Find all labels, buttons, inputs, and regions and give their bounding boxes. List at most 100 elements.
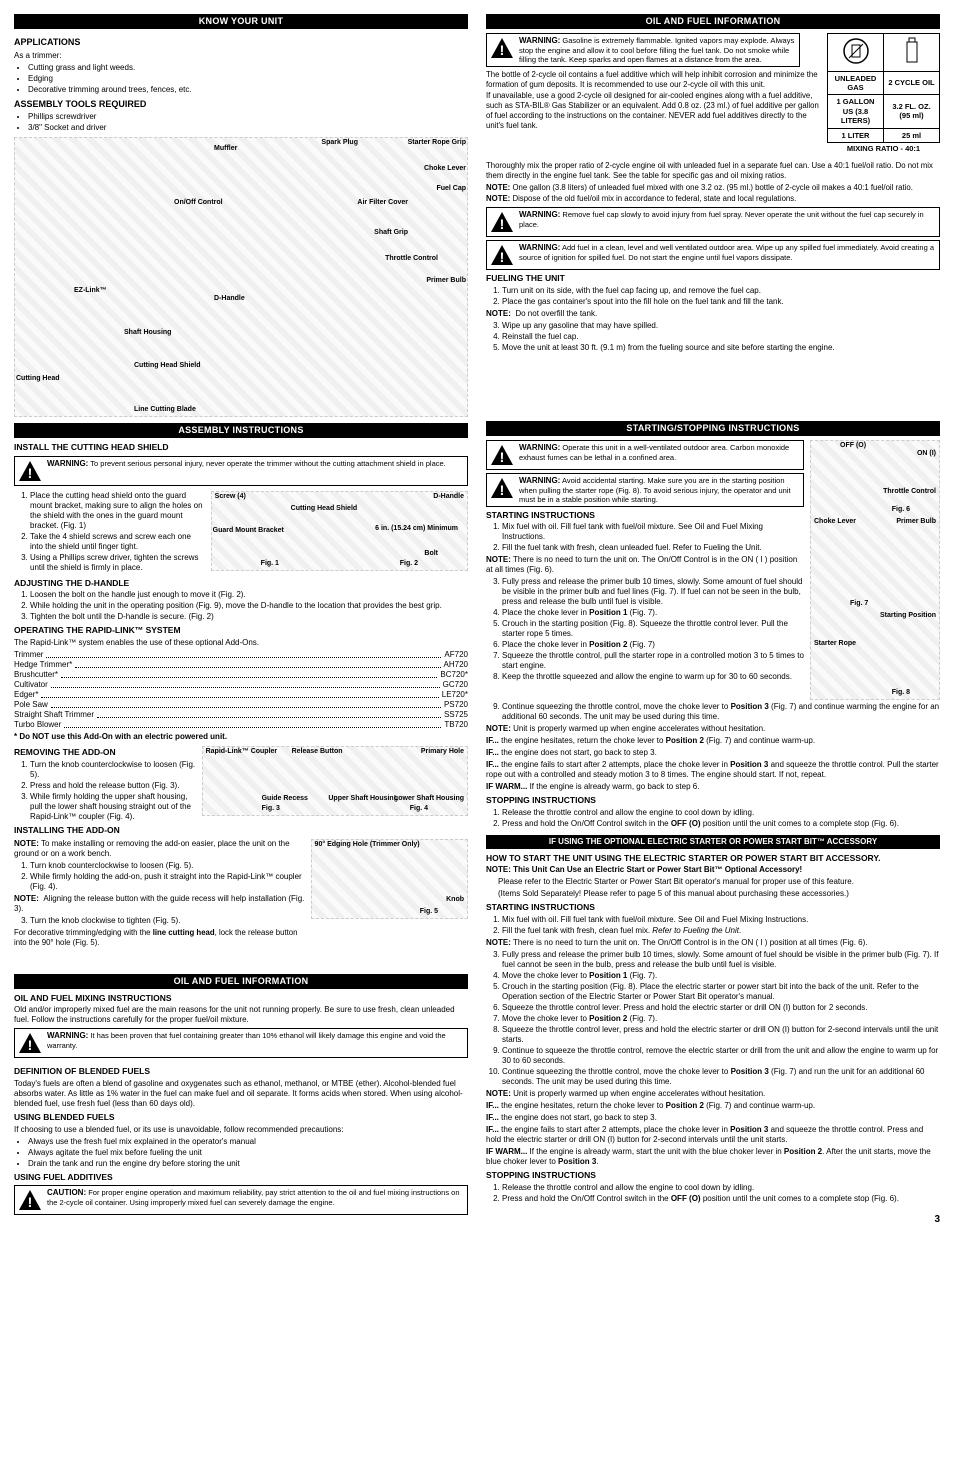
warning-area: ! WARNING: Add fuel in a clean, level an…: [486, 240, 940, 270]
svg-text:!: !: [28, 465, 33, 481]
fueling-steps: Turn unit on its side, with the fuel cap…: [486, 286, 940, 307]
mix-heading: OIL AND FUEL MIXING INSTRUCTIONS: [14, 993, 468, 1004]
bar-know-your-unit: KNOW YOUR UNIT: [14, 14, 468, 29]
list-item: Continue to squeeze the throttle control…: [502, 1046, 940, 1066]
start-note2: NOTE: Unit is properly warmed up when en…: [486, 724, 940, 734]
list-item: Press and hold the On/Off Control switch…: [502, 819, 940, 829]
if2-1: IF... the engine hesitates, return the c…: [486, 1101, 940, 1111]
label-coupler: Rapid-Link™ Coupler: [206, 748, 278, 757]
howto-note-p2: (Items Sold Separately! Please refer to …: [486, 889, 940, 899]
warning-icon: !: [489, 210, 515, 234]
list-item: 3/8" Socket and driver: [28, 123, 223, 133]
warning-vent: ! WARNING: Operate this unit in a well-v…: [486, 440, 804, 470]
label-bolt: Bolt: [424, 550, 438, 559]
label-shaft-grip: Shaft Grip: [374, 229, 408, 238]
list-item: Fully press and release the primer bulb …: [502, 950, 940, 970]
oilfuel-note1: NOTE: One gallon (3.8 liters) of unleade…: [486, 183, 940, 193]
list-item: Wipe up any gasoline that may have spill…: [502, 321, 940, 331]
label-min: 6 in. (15.24 cm) Minimum: [375, 525, 458, 534]
page: KNOW YOUR UNIT APPLICATIONS As a trimmer…: [14, 8, 940, 1226]
install-heading: INSTALLING THE ADD-ON: [14, 825, 196, 836]
svg-text:!: !: [500, 449, 505, 465]
warning-text: WARNING: Remove fuel cap slowly to avoid…: [519, 210, 937, 229]
label-chs: Cutting Head Shield: [291, 505, 358, 514]
remove-heading: REMOVING THE ADD-ON: [14, 747, 196, 758]
addon-table: TrimmerAF720 Hedge Trimmer*AH720 Brushcu…: [14, 650, 468, 730]
gas-icon-cell: [828, 34, 884, 71]
table-cell: 3.2 FL. OZ. (95 ml): [884, 95, 940, 128]
label-dhandle2: D-Handle: [433, 493, 464, 502]
subbar-electric: IF USING THE OPTIONAL ELECTRIC STARTER O…: [486, 835, 940, 849]
mix-para: Old and/or improperly mixed fuel are the…: [14, 1005, 468, 1025]
table-cell: 25 ml: [884, 128, 940, 142]
list-item: Place the choke lever in Position 1 (Fig…: [502, 608, 804, 618]
list-item: Fully press and release the primer bulb …: [502, 577, 804, 607]
label-primary: Primary Hole: [421, 748, 464, 757]
svg-text:!: !: [500, 216, 505, 232]
ifwarm: IF WARM... If the engine is already warm…: [486, 782, 940, 792]
list-item: Place the gas container's spout into the…: [502, 297, 940, 307]
adjust-steps: Loosen the bolt on the handle just enoug…: [14, 590, 468, 622]
label-rope: Starter Rope: [814, 640, 856, 649]
fig1-fig2: Screw (4) Cutting Head Shield Guard Moun…: [211, 491, 468, 571]
list-item: Turn unit on its side, with the fuel cap…: [502, 286, 940, 296]
left-column: KNOW YOUR UNIT APPLICATIONS As a trimmer…: [14, 8, 468, 1226]
howto-note-p1: Please refer to the Electric Starter or …: [486, 877, 940, 887]
howto-note-h: NOTE: This Unit Can Use an Electric Star…: [486, 865, 940, 875]
list-item: While firmly holding the add-on, push it…: [30, 872, 305, 892]
list-item: Squeeze the throttle control lever, pres…: [502, 1025, 940, 1045]
caution-box: ! CAUTION: For proper engine operation a…: [14, 1185, 468, 1215]
warning-text: WARNING: Add fuel in a clean, level and …: [519, 243, 937, 262]
tools-list: Phillips screwdriver 3/8" Socket and dri…: [14, 112, 223, 133]
install-steps: Turn knob counterclockwise to loosen (Fi…: [14, 861, 305, 892]
label-spark-plug: Spark Plug: [321, 139, 358, 148]
warning-text: WARNING: Operate this unit in a well-ven…: [519, 443, 801, 462]
label-release: Release Button: [292, 748, 343, 757]
install-align: NOTE: Aligning the release button with t…: [14, 894, 305, 914]
list-item: Release the throttle control and allow t…: [502, 1183, 940, 1193]
start-note1: NOTE: There is no need to turn the unit …: [486, 555, 804, 575]
oil-icon-cell: [884, 34, 940, 71]
label-fig3: Fig. 3: [262, 805, 280, 814]
list-item: Move the choke lever to Position 1 (Fig.…: [502, 971, 940, 981]
warning-cap: ! WARNING: Remove fuel cap slowly to avo…: [486, 207, 940, 237]
list-item: Always use the fresh fuel mix explained …: [28, 1137, 468, 1147]
warning-icon: !: [489, 476, 515, 500]
list-item: While holding the unit in the operating …: [30, 601, 468, 611]
table-header: UNLEADED GAS: [828, 71, 884, 95]
fig5: 90° Edging Hole (Trimmer Only) Knob Fig.…: [311, 839, 468, 919]
warning-text: WARNING: To prevent serious personal inj…: [47, 459, 465, 469]
addon-row: Turbo BlowerTB720: [14, 720, 468, 730]
start2-heading: STARTING INSTRUCTIONS: [486, 902, 940, 913]
svg-text:!: !: [28, 1037, 33, 1053]
bar-startstop: STARTING/STOPPING INSTRUCTIONS: [486, 421, 940, 436]
list-item: Press and hold the On/Off Control switch…: [502, 1194, 940, 1204]
stop2-heading: STOPPING INSTRUCTIONS: [486, 1170, 940, 1181]
label-cutting-head-shield: Cutting Head Shield: [134, 362, 201, 371]
label-fig4: Fig. 4: [410, 805, 428, 814]
list-item: Always agitate the fuel mix before fueli…: [28, 1148, 468, 1158]
label-dhandle: D-Handle: [214, 295, 245, 304]
label-fig6: Fig. 6: [892, 506, 910, 515]
right-column: OIL AND FUEL INFORMATION UNLEADED GAS2 C…: [486, 8, 940, 1226]
list-item: Turn the knob clockwise to tighten (Fig.…: [30, 916, 305, 926]
fueling-steps2: Wipe up any gasoline that may have spill…: [486, 321, 940, 353]
list-item: Move the choke lever to Position 2 (Fig.…: [502, 1014, 940, 1024]
start-steps-b: Fully press and release the primer bulb …: [486, 577, 804, 682]
remove-row: REMOVING THE ADD-ON Turn the knob counte…: [14, 744, 468, 837]
diagram-placeholder: [810, 440, 940, 700]
list-item: Tighten the bolt until the D-handle is s…: [30, 612, 468, 622]
if2: IF... the engine does not start, go back…: [486, 748, 940, 758]
additives-heading: USING FUEL ADDITIVES: [14, 1172, 468, 1183]
applications-list: Cutting grass and light weeds. Edging De…: [14, 63, 223, 95]
start-steps-a: Mix fuel with oil. Fill fuel tank with f…: [486, 522, 804, 553]
list-item: Keep the throttle squeezed and allow the…: [502, 672, 804, 682]
list-item: Loosen the bolt on the handle just enoug…: [30, 590, 468, 600]
applications-lead: As a trimmer:: [14, 51, 223, 61]
startstop-block: OFF (O) ON (I) Throttle Control Fig. 6 C…: [486, 440, 940, 1204]
stop-steps: Release the throttle control and allow t…: [486, 808, 940, 829]
caution-text: CAUTION: For proper engine operation and…: [47, 1188, 465, 1207]
list-item: Release the throttle control and allow t…: [502, 808, 940, 818]
label-throttle: Throttle Control: [385, 255, 438, 264]
warning-icon: !: [489, 443, 515, 467]
